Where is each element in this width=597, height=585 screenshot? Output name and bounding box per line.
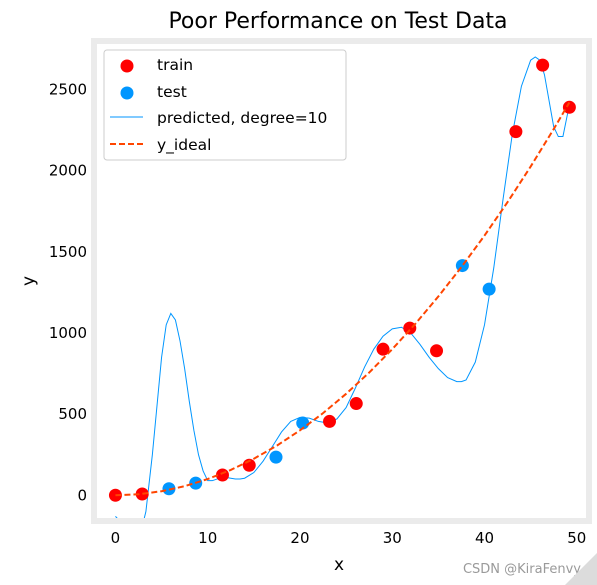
legend-label: test [157, 83, 187, 101]
legend-label: train [157, 56, 193, 74]
series-line-y-ideal-overlay [115, 101, 571, 497]
legend-box [103, 49, 347, 161]
legend-label: y_ideal [157, 136, 211, 155]
x-axis-label: x [334, 555, 344, 575]
chart-title: Poor Performance on Test Data [168, 9, 507, 34]
train-point [536, 58, 550, 72]
legend-marker-test [120, 86, 134, 100]
x-tick-label: 40 [475, 529, 494, 547]
y-tick-label: 2000 [49, 162, 87, 180]
y-tick-labels: 0 500 1000 1500 2000 2500 [49, 80, 87, 504]
x-tick-label: 0 [111, 529, 121, 547]
train-point [403, 321, 417, 335]
x-tick-label: 30 [383, 529, 402, 547]
train-point [349, 397, 363, 411]
ideal-line-overlay [115, 101, 571, 497]
y-tick-label: 500 [58, 405, 87, 423]
test-point [296, 416, 310, 430]
train-point [323, 414, 337, 428]
x-tick-labels: 0 10 20 30 40 50 [111, 529, 587, 547]
train-point [215, 468, 229, 482]
legend: train test predicted, degree=10 y_ideal [103, 49, 347, 161]
y-tick-label: 1500 [49, 243, 87, 261]
y-axis-label: y [19, 276, 39, 286]
legend-marker-train [120, 59, 134, 73]
train-point [135, 487, 149, 501]
page-corner-fold [565, 553, 597, 585]
train-point [430, 344, 444, 358]
y-tick-label: 2500 [49, 80, 87, 98]
x-tick-label: 50 [567, 529, 586, 547]
test-point [269, 450, 283, 464]
train-point [509, 125, 523, 139]
test-point [482, 282, 496, 296]
y-tick-label: 0 [77, 486, 87, 504]
legend-label: predicted, degree=10 [157, 109, 327, 127]
watermark: CSDN @KiraFenvy [463, 562, 581, 577]
x-tick-label: 10 [198, 529, 217, 547]
y-tick-label: 1000 [49, 324, 87, 342]
train-point [562, 100, 576, 114]
x-tick-label: 20 [290, 529, 309, 547]
train-point [376, 342, 390, 356]
